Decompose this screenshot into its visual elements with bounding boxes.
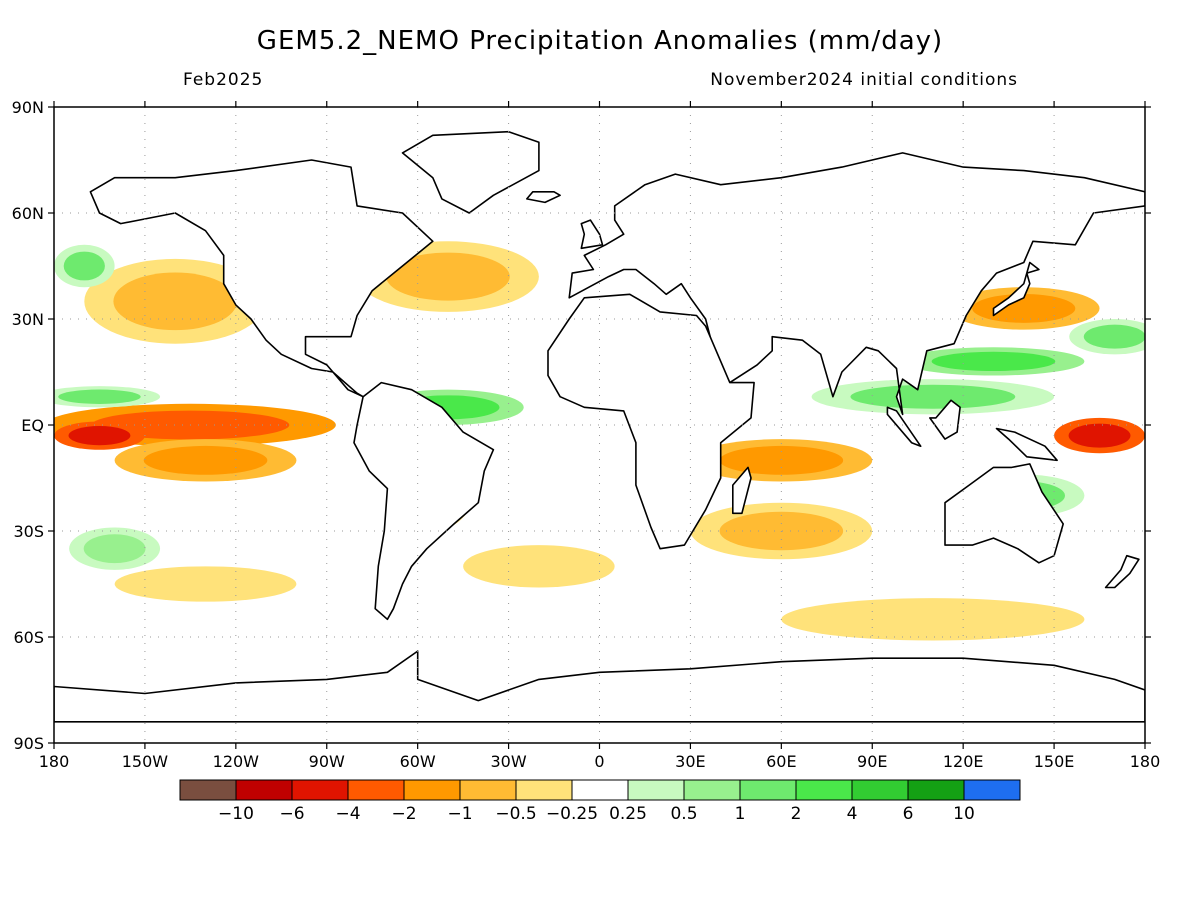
- anomaly-patch-11-1: [829, 604, 1036, 634]
- lon-tick-label: 150W: [122, 752, 169, 771]
- lon-tick-label: 60E: [766, 752, 796, 771]
- anomaly-patch-3-1: [113, 272, 238, 331]
- lon-tick-label: 90W: [309, 752, 345, 771]
- colorbar-swatch: [403, 779, 461, 801]
- land-japan: [992, 261, 1040, 317]
- land-great-britain: [580, 219, 604, 250]
- colorbar-swatch: [235, 779, 293, 801]
- land-africa: [547, 293, 755, 550]
- colorbar-swatch: [627, 779, 685, 801]
- anomaly-patch-9-2: [1083, 429, 1116, 442]
- colorbar-swatch: [683, 779, 741, 801]
- anomaly-patch-12-1: [143, 571, 268, 597]
- anomaly-field-layer: [54, 209, 1145, 641]
- lat-tick-label: 60S: [13, 628, 44, 647]
- colorbar-label: 0.25: [609, 804, 647, 824]
- land-iceland: [526, 191, 561, 204]
- colorbar-swatch: [571, 779, 629, 801]
- lat-tick-label: 30S: [13, 522, 44, 541]
- anomaly-patch-10-1: [972, 293, 1076, 323]
- anomaly-patch-4-1: [386, 252, 510, 301]
- lon-tick-label: 60W: [400, 752, 436, 771]
- lon-tick-label: 0: [594, 752, 604, 771]
- lat-tick-label: 30N: [12, 310, 44, 329]
- colorbar-label: 10: [953, 804, 975, 824]
- colorbar-label: 1: [735, 804, 746, 824]
- colorbar-swatch: [795, 779, 853, 801]
- colorbar-label: −0.5: [495, 804, 536, 824]
- anomaly-patch-7-1: [719, 445, 844, 475]
- land-sumatra: [886, 406, 922, 447]
- anomaly-patch-1-2: [83, 430, 116, 441]
- lon-tick-label: 90E: [857, 752, 887, 771]
- land-madagascar: [732, 466, 752, 515]
- colorbar-swatch: [459, 779, 517, 801]
- colorbar-swatch: [347, 779, 405, 801]
- colorbar-label: −0.25: [546, 804, 598, 824]
- lat-tick-label: 90S: [13, 734, 44, 753]
- initial-conditions: November2024 initial conditions: [710, 70, 1018, 90]
- lon-tick-label: 150E: [1034, 752, 1075, 771]
- land-north-america: [89, 159, 434, 398]
- anomaly-patch-17-1: [1083, 324, 1145, 349]
- land-new-zealand: [1104, 554, 1140, 589]
- land-greenland: [401, 130, 540, 214]
- lon-tick-label: 30E: [675, 752, 705, 771]
- colorbar-label: −1: [447, 804, 472, 824]
- colorbar: −10 −6 −4 −2 −1 −0.5 −0.25 0.25 0.5 1 2 4 6 10: [179, 779, 1021, 824]
- anomaly-patch-2-1: [143, 445, 268, 475]
- colorbar-swatch: [515, 779, 573, 801]
- anomaly-patch-6-1: [487, 551, 591, 581]
- land-antarctica: [54, 650, 1145, 723]
- land-south-america: [353, 381, 495, 621]
- colorbar-swatch: [291, 779, 349, 801]
- land-new-guinea: [995, 427, 1058, 462]
- anomaly-patch-16-1: [931, 351, 1056, 372]
- land-australia: [944, 463, 1064, 564]
- lat-tick-label: 60N: [12, 204, 44, 223]
- lon-tick-label: 180: [1130, 752, 1161, 771]
- colorbar-label: −6: [279, 804, 304, 824]
- anomaly-patch-15-1: [58, 389, 141, 404]
- colorbar-label: −4: [335, 804, 360, 824]
- anomaly-patch-20-1: [63, 251, 105, 281]
- colorbar-label: 6: [903, 804, 914, 824]
- colorbar-label: 4: [847, 804, 858, 824]
- forecast-month: Feb2025: [183, 70, 264, 90]
- colorbar-label: −10: [218, 804, 254, 824]
- colorbar-label: 0.5: [670, 804, 697, 824]
- lon-tick-label: 120E: [943, 752, 984, 771]
- colorbar-label: 2: [791, 804, 802, 824]
- coastline-layer: [54, 130, 1145, 723]
- lon-tick-label: 180: [39, 752, 70, 771]
- colorbar-swatch: [963, 779, 1021, 801]
- colorbar-swatch: [179, 779, 237, 801]
- anomaly-patch-21-1: [83, 534, 146, 564]
- lon-tick-label: 120W: [213, 752, 260, 771]
- page-title: GEM5.2_NEMO Precipitation Anomalies (mm/…: [256, 26, 944, 56]
- colorbar-label: −2: [391, 804, 416, 824]
- colorbar-swatch: [907, 779, 965, 801]
- colorbar-swatch: [851, 779, 909, 801]
- lon-tick-label: 30W: [490, 752, 526, 771]
- colorbar-swatch: [739, 779, 797, 801]
- anomaly-patch-14-1: [850, 384, 1016, 409]
- lat-tick-label: 90N: [12, 98, 44, 117]
- lat-tick-label: EQ: [21, 416, 44, 435]
- land-borneo: [929, 399, 961, 440]
